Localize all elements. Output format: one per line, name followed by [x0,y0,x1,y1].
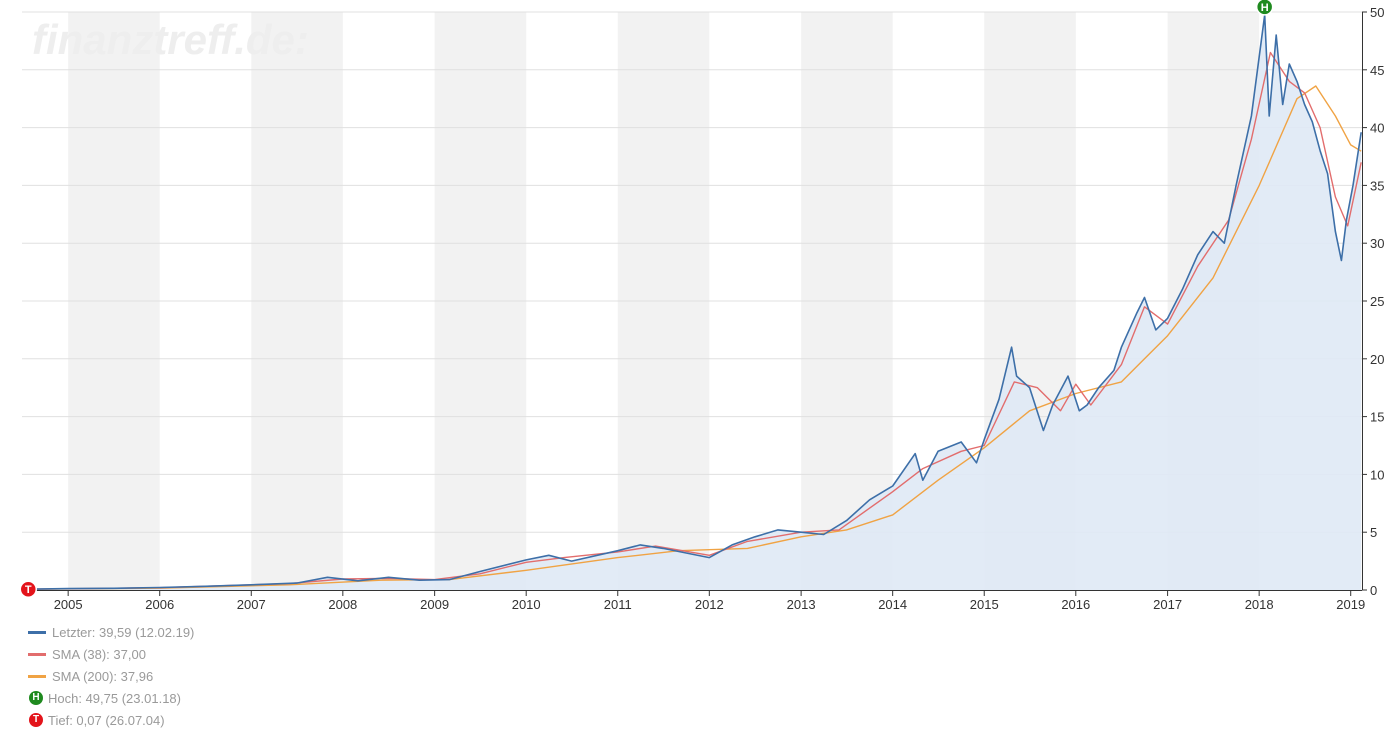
x-tick-label-2006: 2006 [145,597,174,612]
y-tick-label-20: 20 [1370,352,1384,367]
legend-item-letzter: Letzter: 39,59 (12.02.19) [28,621,194,643]
x-tick-label-2019: 2019 [1336,597,1365,612]
series-area-letzter [28,14,1362,590]
marker-t-label: T [25,584,32,596]
legend-item-tief: Tief: 0,07 (26.07.04) [28,709,194,731]
x-tick-label-2015: 2015 [970,597,999,612]
x-tick-label-2016: 2016 [1061,597,1090,612]
stock-chart: finanztreff.de: 2005 2006 2007 2008 2009 2010… [19,0,1384,612]
legend-swatch-letzter [28,630,46,634]
x-tick-label-2007: 2007 [237,597,266,612]
y-tick-label-5: 5 [1370,525,1377,540]
legend-swatch-sma38 [28,652,46,656]
high-marker-icon [29,691,43,705]
x-tick-label-2005: 2005 [54,597,83,612]
legend-swatch-sma200 [28,674,46,678]
marker-h-label: H [1261,2,1269,14]
watermark: finanztreff.de: [32,16,309,63]
legend-text-sma200: SMA (200): 37,96 [52,668,154,684]
legend-text-hoch: Hoch: 49,75 (23.01.18) [48,690,181,706]
legend-text-letzter: Letzter: 39,59 (12.02.19) [52,624,195,640]
legend-text-tief: Tief: 0,07 (26.07.04) [48,712,165,728]
x-tick-label-2008: 2008 [328,597,357,612]
markers: HT [19,0,1274,598]
marker-t-circle [19,580,38,598]
series-group [28,14,1362,590]
legend-text-sma38: SMA (38): 37,00 [52,646,146,662]
x-tick-label-2017: 2017 [1153,597,1182,612]
x-tick-label-2014: 2014 [878,597,907,612]
legend-item-sma200: SMA (200): 37,96 [28,665,194,687]
y-tick-label-10: 10 [1370,467,1384,482]
series-line-sma-38 [28,51,1362,590]
y-tick-label-50: 50 [1370,5,1384,20]
legend: Letzter: 39,59 (12.02.19) SMA (38): 37,0… [28,621,194,731]
x-tick-label-2012: 2012 [695,597,724,612]
legend-item-sma38: SMA (38): 37,00 [28,643,194,665]
y-tick-label-25: 25 [1370,294,1384,309]
x-tick-label-2018: 2018 [1245,597,1274,612]
y-axis: 0 5 10 15 20 25 30 35 40 45 50 [1362,5,1384,598]
marker-h-circle [1255,0,1274,16]
x-tick-label-2010: 2010 [512,597,541,612]
y-tick-label-45: 45 [1370,63,1384,78]
x-tick-label-2013: 2013 [787,597,816,612]
x-tick-label-2011: 2011 [604,597,632,612]
x-axis: 2005 2006 2007 2008 2009 2010 2011 2012 2013 2014… [22,590,1365,612]
x-tick-label-2009: 2009 [420,597,449,612]
y-tick-label-35: 35 [1370,178,1384,193]
y-tick-label-15: 15 [1370,410,1384,425]
y-tick-label-40: 40 [1370,121,1384,136]
low-marker-icon [29,713,43,727]
series-line-letzter [28,14,1362,590]
y-tick-label-30: 30 [1370,236,1384,251]
y-tick-label-0: 0 [1370,583,1377,598]
legend-item-hoch: Hoch: 49,75 (23.01.18) [28,687,194,709]
